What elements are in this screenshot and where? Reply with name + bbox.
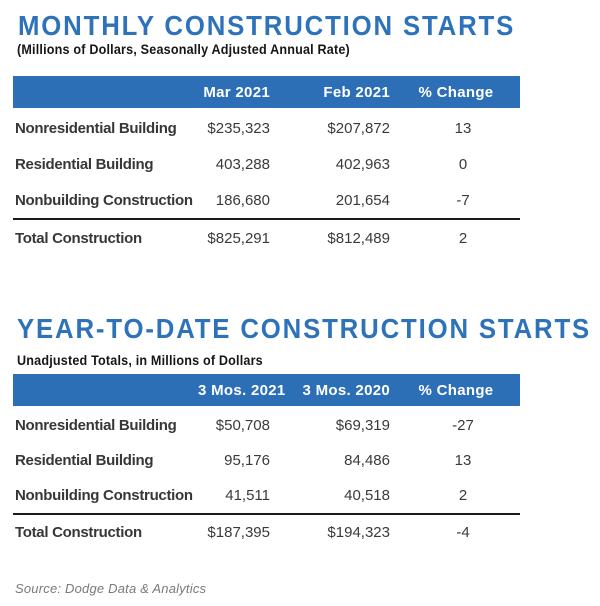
row-value-2020: 40,518: [344, 487, 390, 504]
row-value-2021: $50,708: [215, 417, 270, 434]
table-row: Nonresidential Building $50,708 $69,319 …: [13, 408, 520, 443]
table-total-row: Total Construction $187,395 $194,323 -4: [13, 513, 520, 550]
column-header-3mos-2020: 3 Mos. 2020: [302, 381, 390, 399]
source-attribution: Source: Dodge Data & Analytics: [15, 581, 207, 596]
total-value-change: -4: [456, 524, 470, 541]
table-row: Nonresidential Building $235,323 $207,87…: [13, 110, 520, 146]
total-row-label: Total Construction: [15, 229, 142, 247]
total-row-label: Total Construction: [15, 524, 142, 541]
table-total-row: Total Construction $825,291 $812,489 2: [13, 218, 520, 256]
row-label: Residential Building: [15, 155, 154, 173]
column-header-feb-2021: Feb 2021: [323, 83, 390, 101]
ytd-table-body: Nonresidential Building $50,708 $69,319 …: [13, 408, 520, 550]
row-value-2021: 41,511: [225, 487, 270, 504]
row-value-2020: $69,319: [335, 417, 390, 434]
total-value-feb: $812,489: [327, 229, 390, 247]
column-header-3mos-2021: 3 Mos. 2021: [198, 381, 286, 399]
row-value-mar: $235,323: [207, 119, 270, 137]
row-label: Nonresidential Building: [15, 417, 177, 434]
row-value-feb: 402,963: [335, 155, 390, 173]
row-value-change: -27: [452, 417, 474, 434]
row-value-2021: 95,176: [224, 452, 270, 469]
total-value-change: 2: [458, 229, 468, 247]
row-value-feb: 201,654: [335, 191, 390, 209]
row-value-change: -7: [456, 191, 470, 209]
column-header-pct-change: % Change: [418, 381, 494, 399]
ytd-section-title: YEAR-TO-DATE CONSTRUCTION STARTS: [17, 313, 592, 344]
row-value-change: 13: [454, 119, 472, 137]
column-header-mar-2021: Mar 2021: [203, 83, 270, 101]
row-label: Residential Building: [15, 452, 154, 469]
row-value-change: 13: [454, 452, 472, 469]
row-value-change: 2: [458, 487, 468, 504]
table-row: Nonbuilding Construction 186,680 201,654…: [13, 182, 520, 218]
table-row: Residential Building 403,288 402,963 0: [13, 146, 520, 182]
total-value-2021: $187,395: [207, 524, 270, 541]
ytd-table-header-row: 3 Mos. 2021 3 Mos. 2020 % Change: [13, 374, 520, 406]
row-value-2020: 84,486: [344, 452, 390, 469]
monthly-section-title: MONTHLY CONSTRUCTION STARTS: [18, 10, 516, 41]
row-value-mar: 186,680: [215, 191, 270, 209]
monthly-table-body: Nonresidential Building $235,323 $207,87…: [13, 110, 520, 256]
monthly-section-subtitle: (Millions of Dollars, Seasonally Adjuste…: [17, 41, 350, 57]
row-label: Nonbuilding Construction: [15, 191, 193, 209]
monthly-table-header-row: Mar 2021 Feb 2021 % Change: [13, 76, 520, 108]
ytd-section-subtitle: Unadjusted Totals, in Millions of Dollar…: [17, 352, 263, 368]
row-value-change: 0: [458, 155, 468, 173]
row-value-mar: 403,288: [215, 155, 270, 173]
total-value-mar: $825,291: [207, 229, 270, 247]
row-label: Nonresidential Building: [15, 119, 177, 137]
table-row: Residential Building 95,176 84,486 13: [13, 443, 520, 478]
column-header-pct-change: % Change: [418, 83, 494, 101]
table-row: Nonbuilding Construction 41,511 40,518 2: [13, 478, 520, 513]
row-label: Nonbuilding Construction: [15, 487, 193, 504]
total-value-2020: $194,323: [327, 524, 390, 541]
row-value-feb: $207,872: [327, 119, 390, 137]
